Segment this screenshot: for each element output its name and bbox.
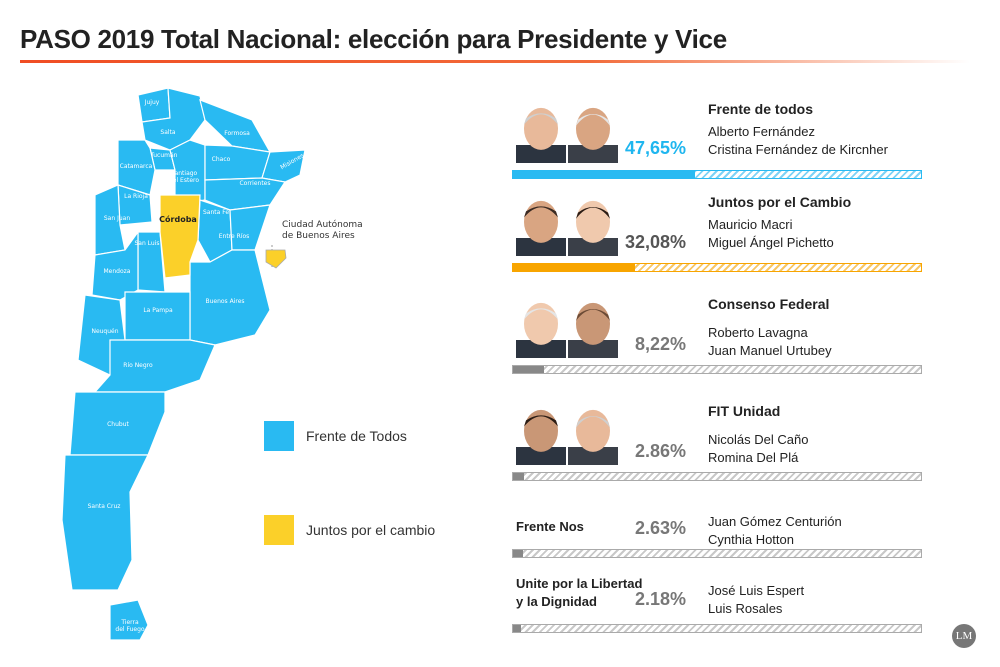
result-row: Frente de todos Alberto Fernández Cristina… [512, 95, 922, 181]
bar-track [512, 170, 922, 179]
result-row: Juntos por el Cambio Mauricio Macri Miguel… [512, 188, 922, 274]
legend-swatch-frente [264, 421, 294, 451]
vote-percentage: 8,22% [634, 334, 686, 354]
candidate-photos [512, 101, 622, 168]
map-label-3: Tucumán [150, 152, 178, 159]
legend-label-frente: Frente de Todos [306, 428, 407, 444]
map-label-22: Tierra del Fuego [115, 619, 145, 633]
map-label-15: Mendoza [104, 268, 131, 275]
legend-label-juntos: Juntos por el cambio [306, 522, 436, 538]
province-cordoba [159, 194, 201, 279]
candidate-president: Roberto Lavagna [708, 325, 808, 340]
page-title: PASO 2019 Total Nacional: elección para … [20, 24, 727, 54]
map-label-4: Chaco [212, 156, 231, 163]
party-name: Consenso Federal [708, 296, 830, 312]
province-santacruz [61, 454, 149, 591]
caba-label-line1: Ciudad Autónoma [282, 219, 363, 230]
bar-fill [513, 625, 522, 632]
candidate-vice: Cristina Fernández de Kircnher [708, 142, 888, 157]
caba-label-line2: de Buenos Aires [282, 231, 355, 241]
candidate-vice: Romina Del Plá [708, 450, 799, 465]
party-name: Frente de todos [708, 101, 814, 117]
candidate-president: Nicolás Del Caño [708, 432, 809, 447]
vote-percentage: 47,65% [624, 138, 686, 158]
argentina-map: Jujuy Salta Formosa Tucumán Chaco Catamarca Sa… [61, 87, 363, 641]
province-misiones [261, 149, 306, 183]
bar-fill [513, 550, 524, 557]
title-underline [20, 60, 970, 63]
map-label-1: Salta [160, 129, 176, 136]
province-entrerios [229, 204, 271, 251]
result-row: Consenso Federal Roberto Lavagna Juan Manu… [512, 290, 922, 376]
bar-fill [513, 171, 695, 178]
map-label-6: Santiago del Estero [169, 170, 199, 184]
bar-track [512, 472, 922, 481]
map-label-5: Catamarca [120, 163, 153, 170]
legend-frente: Frente de Todos [264, 421, 407, 451]
result-row: Frente Nos Juan Gómez Centurión Cynthia Ho… [512, 508, 922, 560]
result-row: FIT Unidad Nicolás Del Caño Romina Del Plá… [512, 397, 922, 483]
caba-shape [265, 249, 287, 269]
bar-fill [513, 264, 636, 271]
vote-percentage: 32,08% [624, 232, 686, 252]
map-label-18: Neuquén [91, 328, 118, 335]
province-rionegro [93, 339, 216, 393]
map-label-19: Río Negro [123, 362, 153, 369]
map-label-12: San Juan [104, 215, 130, 222]
result-row: Unite por la Libertad y la Dignidad José L… [512, 575, 922, 635]
map-label-21: Santa Cruz [88, 503, 121, 510]
candidate-vice: Luis Rosales [708, 601, 783, 616]
map-label-11: Santa Fe [203, 209, 229, 216]
legend-juntos: Juntos por el cambio [264, 515, 435, 545]
map-label-0: Jujuy [144, 99, 160, 106]
bar-track [512, 365, 922, 374]
map-label-14: Entre Ríos [219, 233, 250, 240]
legend-swatch-juntos [264, 515, 294, 545]
candidate-photos [512, 296, 622, 363]
party-name: Frente Nos [516, 519, 584, 534]
party-name: FIT Unidad [708, 403, 781, 419]
bar-fill [513, 473, 524, 480]
province-chubut [69, 391, 166, 456]
party-name: Unite por la Libertad y la Dignidad [516, 576, 643, 609]
lm-logo: LM [952, 624, 976, 648]
bar-track [512, 624, 922, 633]
province-formosa [199, 99, 272, 153]
vote-percentage: 2.63% [634, 518, 686, 538]
bar-track [512, 263, 922, 272]
map-label-2: Formosa [224, 130, 250, 137]
map-label-10: Córdoba [159, 214, 197, 224]
candidate-president: Juan Gómez Centurión [708, 514, 842, 529]
bar-track [512, 549, 922, 558]
map-label-20: Chubut [107, 421, 129, 428]
party-name: Juntos por el Cambio [708, 194, 852, 210]
province-sanjuan [94, 184, 126, 256]
province-lapampa [124, 291, 191, 341]
vote-percentage: 2.86% [634, 441, 686, 461]
map-label-9: La Rioja [124, 193, 148, 200]
candidate-photos [512, 403, 622, 470]
vote-percentage: 2.18% [634, 589, 686, 609]
candidate-president: Alberto Fernández [708, 124, 815, 139]
map-label-16: Buenos Aires [205, 298, 244, 305]
map-label-17: La Pampa [143, 307, 173, 314]
candidate-vice: Juan Manuel Urtubey [708, 343, 832, 358]
province-mendoza [91, 230, 139, 301]
bar-fill [513, 366, 545, 373]
candidate-vice: Miguel Ángel Pichetto [708, 235, 834, 250]
map-label-13: San Luis [134, 240, 159, 247]
candidate-photos [512, 194, 622, 261]
candidate-vice: Cynthia Hotton [708, 532, 794, 547]
candidate-president: José Luis Espert [708, 583, 805, 598]
map-label-8: Corrientes [239, 180, 270, 187]
candidate-president: Mauricio Macri [708, 217, 793, 232]
province-tierradelfuego [109, 599, 149, 641]
